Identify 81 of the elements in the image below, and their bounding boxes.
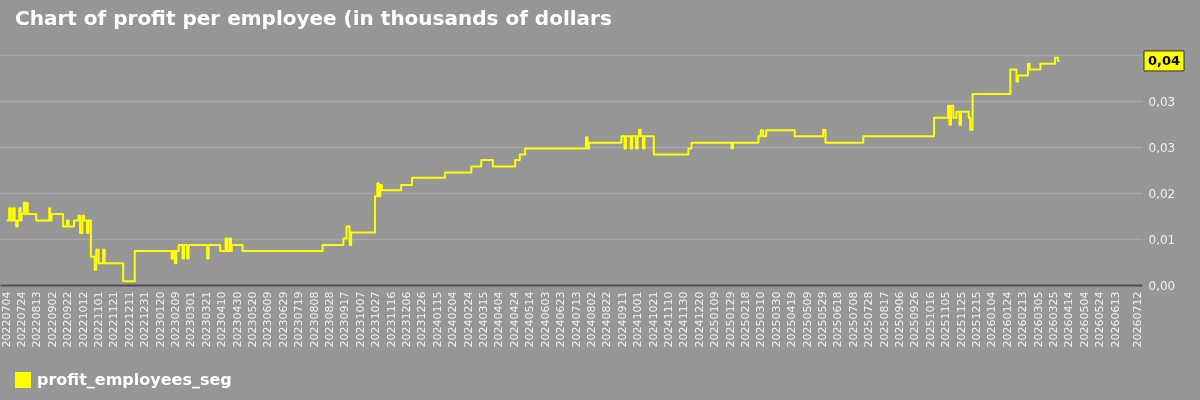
x-tick-label: 20240822	[600, 291, 614, 348]
y-tick-label: 0,03	[1148, 140, 1176, 155]
x-tick-label: 20220922	[61, 291, 75, 348]
x-tick-label: 20231206	[400, 291, 414, 348]
x-tick-label: 20241001	[631, 291, 645, 348]
y-tick-label: 0,01	[1148, 232, 1176, 247]
x-tick-label: 20250529	[815, 291, 829, 348]
x-tick-label: 20240603	[538, 291, 552, 348]
y-tick-label: 0,02	[1148, 186, 1176, 201]
x-tick-label: 20250109	[708, 291, 722, 348]
x-tick-label: 20230917	[338, 291, 352, 348]
x-tick-label: 20250817	[877, 291, 891, 348]
x-tick-label: 20240911	[615, 291, 629, 348]
x-tick-label: 20231007	[353, 291, 367, 348]
x-tick-label: 20240623	[554, 291, 568, 348]
x-tick-label: 20260524	[1093, 291, 1107, 348]
x-tick-label: 20231226	[415, 291, 429, 348]
x-tick-label: 20250419	[785, 291, 799, 348]
x-tick-label: 20220724	[15, 291, 29, 348]
x-tick-label: 20240514	[523, 291, 537, 348]
x-tick-label: 20250310	[754, 291, 768, 348]
x-tick-label: 20240115	[430, 291, 444, 348]
x-tick-label: 20230629	[276, 291, 290, 348]
x-tick-label: 20231027	[369, 291, 383, 348]
x-tick-label: 20230120	[153, 291, 167, 348]
x-tick-label: 20241110	[661, 291, 675, 348]
x-tick-label: 20250708	[846, 291, 860, 348]
x-tick-label: 20221231	[138, 291, 152, 348]
x-tick-label: 20250509	[800, 291, 814, 348]
x-tick-label: 20260712	[1130, 291, 1144, 348]
x-tick-label: 20251215	[969, 291, 983, 348]
x-tick-label: 20230301	[184, 291, 198, 348]
x-tick-label: 20230321	[199, 291, 213, 348]
x-tick-label: 20230808	[307, 291, 321, 348]
x-tick-label: 20260213	[1016, 291, 1030, 348]
x-tick-label: 20231116	[384, 291, 398, 348]
x-tick-label: 20251105	[939, 291, 953, 348]
x-tick-label: 20240424	[507, 291, 521, 348]
x-tick-label: 20250129	[723, 291, 737, 348]
x-tick-label: 20230430	[230, 291, 244, 348]
x-tick-label: 20220813	[30, 291, 44, 348]
x-tick-label: 20250218	[738, 291, 752, 348]
x-tick-label: 20241220	[692, 291, 706, 348]
x-tick-label: 20250330	[769, 291, 783, 348]
x-tick-label: 20251016	[923, 291, 937, 348]
x-tick-label: 20250906	[892, 291, 906, 348]
x-tick-label: 20260325	[1046, 291, 1060, 348]
x-tick-label: 20260305	[1031, 291, 1045, 348]
legend-label: profit_employees_seg	[37, 370, 232, 389]
x-tick-label: 20230520	[246, 291, 260, 348]
x-tick-label: 20230828	[323, 291, 337, 348]
x-tick-label: 20221211	[122, 291, 136, 348]
x-tick-label: 20241021	[646, 291, 660, 348]
x-tick-label: 20230209	[169, 291, 183, 348]
x-tick-label: 20260504	[1077, 291, 1091, 348]
x-tick-label: 20260124	[1000, 291, 1014, 348]
x-tick-label: 20221012	[76, 291, 90, 348]
chart-title: Chart of profit per employee (in thousands of dollars	[15, 5, 612, 30]
x-tick-label: 20240315	[477, 291, 491, 348]
x-tick-label: 20251125	[954, 291, 968, 348]
x-tick-label: 20241130	[677, 291, 691, 348]
x-tick-label: 20260414	[1062, 291, 1076, 348]
x-tick-label: 20260613	[1108, 291, 1122, 348]
x-tick-label: 20250618	[831, 291, 845, 348]
x-tick-label: 20260104	[985, 291, 999, 348]
y-tick-label: 0,03	[1148, 94, 1176, 109]
x-tick-label: 20221121	[107, 291, 121, 348]
y-tick-label: 0,00	[1148, 278, 1176, 293]
x-tick-label: 20250728	[862, 291, 876, 348]
x-tick-label: 20240224	[461, 291, 475, 348]
x-tick-label: 20230719	[292, 291, 306, 348]
x-tick-label: 20220902	[45, 291, 59, 348]
x-tick-label: 20240713	[569, 291, 583, 348]
x-tick-label: 20240204	[446, 291, 460, 348]
x-tick-label: 20240802	[584, 291, 598, 348]
x-tick-label: 20220704	[0, 291, 13, 348]
x-tick-label: 20221101	[92, 291, 106, 348]
x-tick-label: 20250926	[908, 291, 922, 348]
x-tick-label: 20230410	[215, 291, 229, 348]
x-tick-label: 20240404	[492, 291, 506, 348]
x-tick-label: 20230609	[261, 291, 275, 348]
